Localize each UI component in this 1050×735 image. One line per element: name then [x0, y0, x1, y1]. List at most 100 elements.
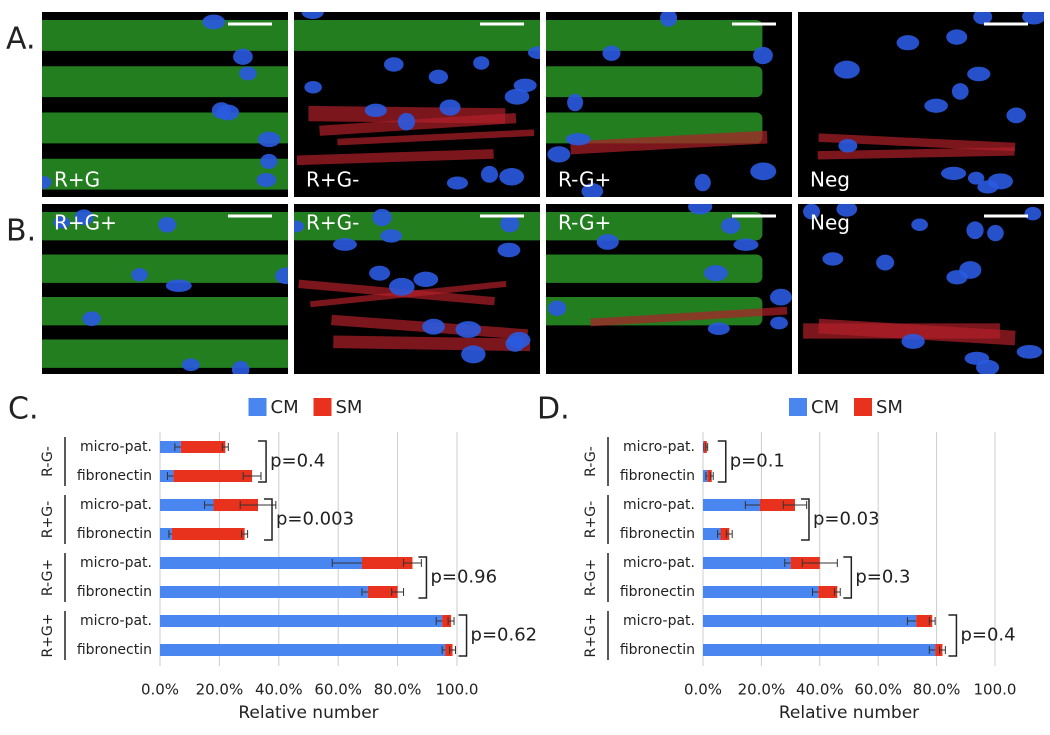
nucleus	[707, 322, 730, 336]
nucleus	[257, 131, 281, 148]
green-stripe	[42, 66, 288, 98]
nucleus	[596, 234, 619, 250]
nucleus	[505, 335, 525, 352]
nucleus	[946, 270, 968, 285]
nucleus	[987, 224, 1004, 242]
nucleus	[527, 46, 540, 60]
nucleus	[602, 45, 621, 61]
p-value: p=0.003	[276, 509, 354, 530]
nucleus	[383, 57, 404, 72]
nucleus	[1006, 107, 1026, 124]
category-label: micro-pat.	[623, 613, 695, 629]
nucleus	[876, 254, 895, 271]
category-label: micro-pat.	[623, 439, 695, 455]
error-bar	[928, 617, 936, 625]
micrograph-content: R+G+	[42, 204, 288, 374]
nucleus	[301, 12, 324, 19]
red-streak	[319, 113, 517, 136]
green-stripe	[42, 339, 288, 368]
nucleus	[951, 83, 969, 100]
nucleus	[688, 204, 713, 215]
category-label: fibronectin	[77, 526, 152, 542]
green-stripe	[546, 212, 763, 241]
category-label: micro-pat.	[80, 555, 152, 571]
legend-label: SM	[876, 397, 903, 418]
green-stripe	[42, 297, 288, 326]
micrograph-content: R-G+	[546, 12, 792, 197]
nucleus	[332, 238, 357, 251]
micrograph-label: R+G	[54, 168, 100, 192]
x-tick-label: 20.0%	[196, 681, 244, 699]
nucleus	[770, 288, 792, 306]
bar	[160, 441, 181, 453]
nucleus	[388, 277, 415, 296]
bar	[180, 441, 226, 453]
micrograph: R+G-	[294, 204, 540, 374]
red-streak	[818, 133, 1016, 152]
group-label: R+G-	[40, 501, 56, 538]
nucleus	[660, 12, 678, 27]
legend-swatch	[248, 398, 267, 416]
nucleus	[304, 81, 322, 94]
error-bar	[705, 443, 709, 451]
bar	[703, 528, 721, 540]
significance-bracket	[264, 498, 273, 541]
nucleus	[976, 359, 1000, 374]
bar	[759, 499, 795, 511]
nucleus	[397, 112, 416, 131]
x-axis-label: Relative number	[779, 703, 919, 723]
nucleus	[461, 345, 486, 364]
micrograph-content: R+G-	[294, 12, 540, 197]
nucleus	[275, 267, 288, 285]
bar	[213, 499, 259, 511]
micrograph: R-G+	[546, 204, 792, 374]
micrograph-label: R+G-	[306, 168, 359, 192]
bar	[703, 586, 819, 598]
nucleus	[703, 265, 728, 282]
group-label: R-G-	[583, 446, 599, 477]
nucleus	[369, 265, 391, 281]
nucleus	[901, 333, 925, 349]
bar	[171, 528, 245, 540]
nucleus	[896, 35, 920, 51]
green-stripe	[294, 212, 540, 241]
category-label: micro-pat.	[623, 555, 695, 571]
bar	[720, 528, 730, 540]
error-bar	[449, 646, 457, 654]
nucleus	[940, 166, 967, 180]
red-streak	[337, 129, 535, 146]
micrograph: R+G-	[294, 12, 540, 197]
group-label: R-G-	[40, 446, 56, 477]
bar	[160, 557, 362, 569]
group-label: R-G+	[40, 559, 56, 596]
category-label: micro-pat.	[80, 497, 152, 513]
p-value: p=0.4	[270, 451, 325, 472]
p-value: p=0.62	[471, 625, 538, 646]
nucleus	[428, 69, 449, 85]
nucleus	[973, 12, 993, 25]
error-bar	[403, 559, 422, 567]
micrograph-label: R-G+	[558, 211, 611, 235]
panel-label: B.	[6, 214, 36, 249]
nucleus	[547, 146, 571, 163]
red-streak	[570, 130, 768, 155]
p-value: p=0.96	[430, 567, 497, 588]
nucleus	[733, 238, 759, 251]
x-tick-label: 60.0%	[314, 681, 362, 699]
category-label: micro-pat.	[80, 439, 152, 455]
bar	[160, 615, 443, 627]
micrograph-content: R+G-	[294, 204, 540, 374]
nucleus	[364, 103, 387, 118]
p-value: p=0.1	[730, 451, 785, 472]
micrograph-content: R+G	[42, 12, 288, 197]
micrograph-content: Neg	[798, 12, 1044, 197]
nucleus	[833, 60, 860, 79]
nucleus	[158, 216, 177, 233]
micrograph-label: Neg	[810, 168, 850, 192]
nucleus	[924, 98, 948, 113]
nucleus	[42, 175, 52, 189]
bar	[160, 528, 172, 540]
nucleus	[822, 252, 844, 266]
nucleus	[455, 321, 482, 338]
error-bar	[709, 472, 714, 480]
